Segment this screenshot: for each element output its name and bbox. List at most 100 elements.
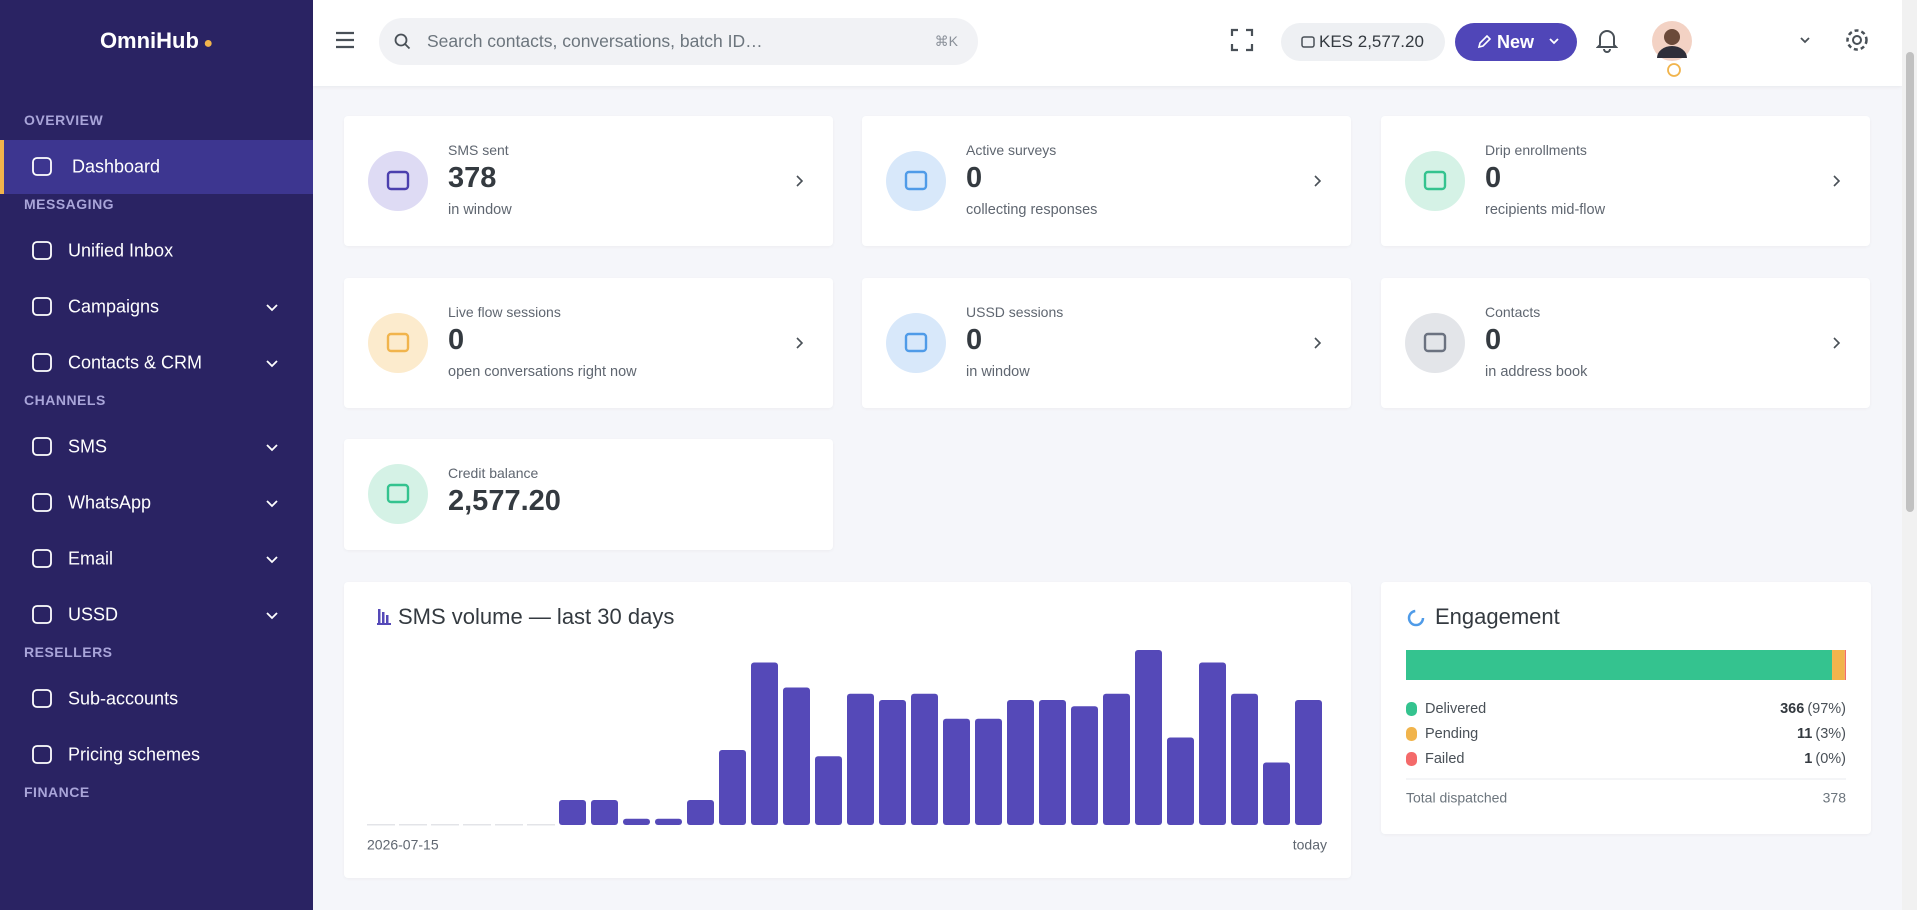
- engagement-chart: Engagement Delivered 366 (97%) Pending 11 (3%)…: [1406, 604, 1846, 806]
- chevron-path: [796, 175, 804, 187]
- title-icon: [377, 609, 391, 625]
- nav-item[interactable]: Contacts & CRM: [0, 336, 313, 390]
- bar: [1039, 700, 1066, 825]
- stat-card[interactable]: Drip enrollments 0 recipients mid-flow: [1381, 116, 1870, 246]
- stat-label: Credit balance: [448, 465, 539, 481]
- chevron-path: [266, 556, 278, 564]
- scrollbar[interactable]: [1902, 0, 1917, 910]
- nav-icon: [32, 689, 52, 708]
- bar: [1295, 700, 1322, 825]
- bar: [527, 824, 555, 826]
- nav-item[interactable]: Unified Inbox: [0, 224, 313, 278]
- stat-label: Live flow sessions: [448, 304, 561, 320]
- stat-label: Contacts: [1485, 304, 1541, 320]
- menu-toggle[interactable]: [335, 30, 355, 50]
- profile-menu[interactable]: [1800, 37, 1810, 45]
- nav-icon: [32, 745, 52, 764]
- notifications[interactable]: [1596, 27, 1618, 53]
- icon-bg: [368, 464, 428, 524]
- nav-item[interactable]: USSD: [0, 588, 313, 642]
- legend-label: Failed: [1425, 751, 1465, 767]
- nav-icon: [32, 241, 52, 260]
- card-chevron: [1833, 175, 1841, 187]
- search-placeholder: Search contacts, conversations, batch ID…: [427, 31, 763, 51]
- nav-label: Campaigns: [68, 296, 160, 317]
- nav-icon: [32, 353, 52, 372]
- chevron-path: [796, 337, 804, 349]
- nav-item[interactable]: Email: [0, 532, 313, 586]
- nav-item[interactable]: Pricing schemes: [0, 728, 313, 782]
- balance-pill[interactable]: KES 2,577.20: [1281, 23, 1445, 61]
- total-label: Total dispatched: [1406, 790, 1507, 806]
- stat-value: 378: [448, 162, 497, 194]
- stat-card[interactable]: Active surveys 0 collecting responses: [862, 116, 1351, 246]
- nav-item[interactable]: Campaigns: [0, 280, 313, 334]
- icon-glyph: [904, 332, 928, 353]
- stat-value: 0: [448, 324, 465, 356]
- stat-sub: in address book: [1485, 364, 1588, 380]
- chevron: [266, 304, 278, 312]
- stat-icon: [368, 464, 428, 524]
- nav-item[interactable]: Dashboard: [0, 140, 313, 194]
- nav-label: Contacts & CRM: [68, 352, 203, 373]
- nav-icon: [32, 605, 52, 624]
- stat-sub: open conversations right now: [448, 364, 637, 380]
- stat-icon: [368, 313, 428, 373]
- icon-bg: [1405, 151, 1465, 211]
- search-box[interactable]: Search contacts, conversations, batch ID…: [379, 18, 978, 65]
- nav-icon: [32, 493, 52, 512]
- icon-shape: [32, 745, 52, 764]
- stat-card[interactable]: SMS sent 378 in window: [344, 116, 833, 246]
- sidebar: OmniHub ● OVERVIEW Dashboard MESSAGING Unif…: [0, 0, 313, 910]
- stat-sub: in window: [448, 202, 512, 218]
- nav-item[interactable]: Sub-accounts: [0, 672, 313, 726]
- bar: [751, 662, 778, 825]
- fullscreen[interactable]: [1230, 28, 1254, 52]
- card-chevron: [1314, 337, 1322, 349]
- legend-label: Pending: [1425, 726, 1478, 742]
- nav-label: SMS: [68, 436, 108, 457]
- stat-sub: collecting responses: [966, 202, 1098, 218]
- chart-card: SMS volume — last 30 days 2026-07-15 today: [344, 582, 1351, 878]
- bar: [495, 824, 523, 826]
- icon-bar: [386, 615, 389, 623]
- stat-card[interactable]: USSD sessions 0 in window: [862, 278, 1351, 408]
- bar: [783, 687, 810, 825]
- card-chevron: [1314, 175, 1322, 187]
- stat-sub: recipients mid-flow: [1485, 202, 1606, 218]
- bar: [463, 824, 491, 826]
- stat-card[interactable]: Contacts 0 in address book: [1381, 278, 1870, 408]
- icon-bar: [378, 609, 381, 623]
- stack-segment: [1406, 650, 1833, 680]
- icon-shape: [32, 689, 52, 708]
- stat-icon: [368, 151, 428, 211]
- stat-label: SMS sent: [448, 142, 509, 158]
- stat-card[interactable]: Credit balance 2,577.20: [344, 439, 833, 550]
- avatar[interactable]: [1651, 20, 1699, 80]
- legend-swatch: [1406, 702, 1417, 716]
- icon-shape: [32, 297, 52, 316]
- section-title: MESSAGING: [24, 196, 115, 212]
- icon-bg: [886, 313, 946, 373]
- stat-card[interactable]: Live flow sessions 0 open conversations ri…: [344, 278, 833, 408]
- icon-shape: [32, 157, 52, 176]
- bar: [655, 818, 682, 825]
- nav-label: WhatsApp: [68, 492, 152, 513]
- bar: [1231, 693, 1258, 825]
- bar: [1199, 662, 1226, 825]
- nav-item[interactable]: WhatsApp: [0, 476, 313, 530]
- stat-icon: [1405, 151, 1465, 211]
- stat-value: 2,577.20: [448, 485, 561, 517]
- nav-item[interactable]: SMS: [0, 420, 313, 474]
- section-title: FINANCE: [24, 784, 90, 800]
- nav-icon: [32, 297, 52, 316]
- brand[interactable]: OmniHub ●: [99, 28, 214, 53]
- new-button[interactable]: New: [1455, 23, 1577, 61]
- stat-label: USSD sessions: [966, 304, 1064, 320]
- bar: [399, 824, 427, 826]
- engagement-card: Engagement Delivered 366 (97%) Pending 11 (3%)…: [1381, 582, 1871, 834]
- chart: SMS volume — last 30 days 2026-07-15 today: [367, 604, 1327, 853]
- nav-label: Email: [68, 548, 114, 569]
- brand-name: OmniHub: [99, 28, 199, 53]
- settings[interactable]: [1844, 27, 1870, 53]
